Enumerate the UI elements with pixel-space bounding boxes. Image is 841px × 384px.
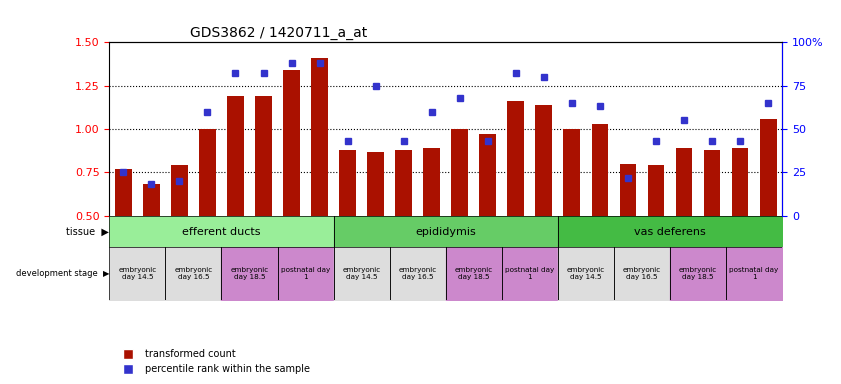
Bar — [648, 166, 664, 216]
Bar — [311, 58, 328, 216]
Bar — [536, 105, 553, 216]
Text: embryonic
day 18.5: embryonic day 18.5 — [230, 267, 268, 280]
Bar — [395, 150, 412, 216]
Bar — [759, 119, 776, 216]
Text: embryonic
day 18.5: embryonic day 18.5 — [679, 267, 717, 280]
Text: embryonic
day 14.5: embryonic day 14.5 — [119, 267, 156, 280]
Bar — [423, 148, 440, 216]
Bar — [227, 96, 244, 216]
Text: embryonic
day 14.5: embryonic day 14.5 — [567, 267, 605, 280]
Bar — [199, 129, 216, 216]
Bar — [452, 129, 468, 216]
Bar — [115, 169, 132, 216]
Text: postnatal day
1: postnatal day 1 — [729, 267, 779, 280]
Bar — [339, 150, 356, 216]
Bar — [732, 148, 748, 216]
Text: embryonic
day 18.5: embryonic day 18.5 — [455, 267, 493, 280]
Text: embryonic
day 14.5: embryonic day 14.5 — [342, 267, 381, 280]
Text: GDS3862 / 1420711_a_at: GDS3862 / 1420711_a_at — [190, 26, 368, 40]
Text: postnatal day
1: postnatal day 1 — [281, 267, 331, 280]
Legend: transformed count, percentile rank within the sample: transformed count, percentile rank withi… — [114, 345, 315, 378]
Text: embryonic
day 16.5: embryonic day 16.5 — [174, 267, 213, 280]
Bar — [620, 164, 637, 216]
Bar — [283, 70, 300, 216]
Text: vas deferens: vas deferens — [634, 227, 706, 237]
Text: embryonic
day 16.5: embryonic day 16.5 — [623, 267, 661, 280]
Bar — [563, 129, 580, 216]
Text: development stage  ▶: development stage ▶ — [16, 269, 109, 278]
Bar — [368, 152, 384, 216]
Bar — [591, 124, 608, 216]
Text: embryonic
day 16.5: embryonic day 16.5 — [399, 267, 436, 280]
Text: postnatal day
1: postnatal day 1 — [505, 267, 554, 280]
Bar — [675, 148, 692, 216]
Text: epididymis: epididymis — [415, 227, 476, 237]
Bar — [479, 134, 496, 216]
Bar — [507, 101, 524, 216]
Bar — [704, 150, 721, 216]
Text: efferent ducts: efferent ducts — [182, 227, 261, 237]
Bar — [143, 184, 160, 216]
Bar — [171, 166, 188, 216]
Bar — [255, 96, 272, 216]
Text: tissue  ▶: tissue ▶ — [66, 227, 109, 237]
